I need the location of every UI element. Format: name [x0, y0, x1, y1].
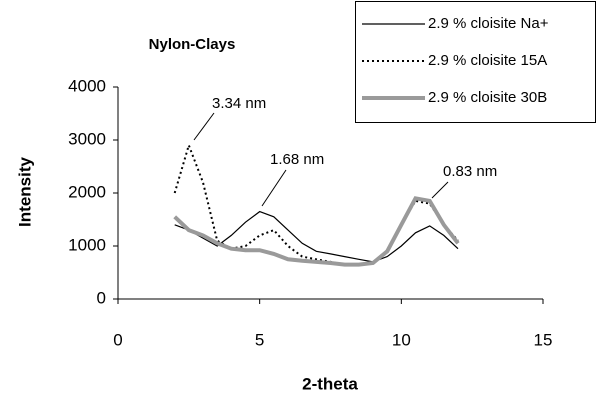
- y-tick-label: 4000: [68, 76, 106, 95]
- legend-label: 2.9 % cloisite Na+: [428, 15, 549, 32]
- annotation: 1.68 nm: [270, 151, 324, 168]
- x-tick-label: 5: [255, 330, 264, 349]
- y-axis-label: Intensity: [15, 157, 34, 227]
- x-tick-label: 15: [534, 330, 553, 349]
- annotation-leader: [261, 169, 287, 207]
- x-tick-label: 0: [113, 330, 122, 349]
- annotation: 3.34 nm: [212, 95, 266, 112]
- series-line: [174, 210, 459, 263]
- x-axis-label: 2-theta: [302, 374, 358, 393]
- annotation-leader: [193, 112, 215, 141]
- x-tick-label: 10: [392, 330, 411, 349]
- chart-title: Nylon-Clays: [149, 36, 236, 53]
- annotation-leader: [431, 181, 449, 199]
- series-line: [173, 196, 460, 267]
- y-tick-label: 0: [97, 288, 106, 307]
- y-tick-label: 2000: [68, 182, 106, 201]
- legend-box: [355, 1, 596, 123]
- y-tick-label: 1000: [68, 235, 106, 254]
- y-tick-label: 3000: [68, 129, 106, 148]
- annotation: 0.83 nm: [443, 163, 497, 180]
- legend-label: 2.9 % cloisite 30B: [428, 89, 547, 106]
- legend-label: 2.9 % cloisite 15A: [428, 52, 547, 69]
